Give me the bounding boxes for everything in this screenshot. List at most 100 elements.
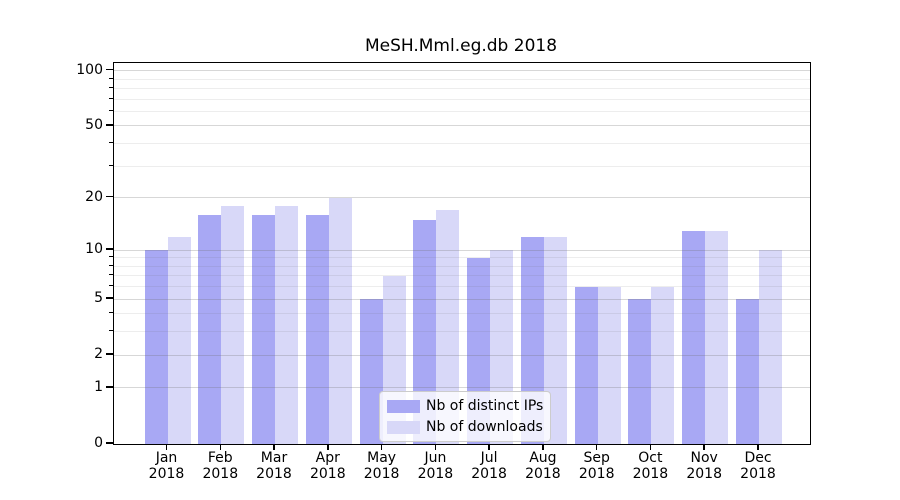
x-tick-year: 2018 [148, 466, 185, 482]
y-tick-2 [106, 353, 113, 355]
x-tick-label-feb: Feb 2018 [188, 450, 252, 482]
x-tick-label-nov: Nov 2018 [672, 450, 736, 482]
minor-gridline-90 [114, 78, 810, 80]
bar-distinct-ips-feb [198, 214, 222, 444]
x-tick-oct [649, 444, 652, 450]
legend-swatch-distinct-ips [387, 399, 420, 413]
x-tick-label-jun: Jun 2018 [403, 450, 467, 482]
x-tick-apr [327, 444, 329, 450]
minor-gridline-30 [114, 165, 810, 167]
x-tick-month: Aug [529, 450, 557, 466]
x-tick-month: Jun [424, 450, 447, 466]
bar-downloads-sep [597, 286, 621, 444]
legend: Nb of distinct IPs Nb of downloads [379, 391, 552, 442]
x-tick-label-jul: Jul 2018 [457, 450, 521, 482]
gridline-2 [114, 354, 810, 356]
x-tick-dec [757, 444, 759, 450]
gridline-1 [114, 387, 810, 389]
x-tick-year: 2018 [578, 466, 615, 482]
minor-gridline-3 [114, 331, 810, 333]
x-tick-label-may: May 2018 [350, 450, 414, 482]
minor-gridline-7 [114, 275, 810, 277]
x-tick-label-mar: Mar 2018 [242, 450, 306, 482]
bar-distinct-ips-dec [736, 299, 759, 444]
x-tick-label-aug: Aug 2018 [511, 450, 575, 482]
bar-distinct-ips-mar [252, 214, 275, 444]
bar-downloads-apr [328, 197, 352, 444]
x-tick-jun [434, 444, 437, 450]
x-tick-year: 2018 [202, 466, 239, 482]
y-tick-label-1: 1 [94, 378, 103, 395]
x-tick-nov [703, 444, 705, 450]
legend-item-downloads: Nb of downloads [387, 419, 543, 435]
y-tick-label-2: 2 [94, 346, 103, 363]
x-tick-label-sep: Sep 2018 [565, 450, 629, 482]
y-minor-tick-8 [109, 264, 113, 266]
bar-downloads-feb [221, 205, 245, 444]
y-tick-20 [106, 195, 113, 198]
bar-downloads-oct [651, 286, 675, 444]
y-minor-tick-30 [109, 164, 113, 166]
y-minor-tick-60 [109, 109, 113, 111]
y-tick-0 [106, 442, 113, 444]
y-tick-5 [106, 297, 113, 299]
minor-gridline-80 [114, 88, 810, 89]
bar-distinct-ips-jan [144, 250, 168, 444]
bar-distinct-ips-oct [628, 299, 652, 444]
bar-distinct-ips-may [359, 299, 383, 444]
gridline-20 [114, 197, 810, 199]
x-tick-month: Dec [744, 450, 772, 466]
x-tick-year: 2018 [525, 466, 561, 482]
y-tick-10 [106, 248, 113, 250]
y-minor-tick-6 [109, 285, 113, 287]
y-tick-50 [106, 124, 113, 126]
bar-distinct-ips-nov [682, 230, 706, 444]
minor-gridline-60 [114, 110, 810, 112]
y-tick-label-20: 20 [85, 188, 103, 205]
x-tick-year: 2018 [417, 466, 454, 482]
bar-downloads-nov [705, 230, 729, 444]
bar-downloads-mar [275, 205, 298, 444]
x-tick-month: Sep [583, 450, 610, 466]
gridline-100 [114, 70, 810, 72]
legend-label-distinct-ips: Nb of distinct IPs [426, 398, 544, 414]
y-minor-tick-3 [109, 330, 113, 332]
x-tick-month: Feb [207, 450, 233, 466]
gridline-10 [114, 249, 810, 251]
y-minor-tick-70 [109, 97, 113, 99]
minor-gridline-9 [114, 257, 810, 259]
x-tick-month: Jan [155, 450, 178, 466]
x-tick-month: Mar [260, 450, 288, 466]
x-tick-jul [488, 444, 490, 450]
x-tick-year: 2018 [740, 466, 776, 482]
y-minor-tick-40 [109, 142, 113, 144]
y-tick-label-100: 100 [76, 61, 103, 78]
x-tick-month: May [367, 450, 397, 466]
x-tick-year: 2018 [256, 466, 292, 482]
bar-downloads-jun [436, 210, 460, 444]
x-tick-jan [165, 444, 168, 450]
x-tick-year: 2018 [363, 466, 400, 482]
x-tick-mar [273, 444, 275, 450]
x-tick-year: 2018 [686, 466, 722, 482]
x-tick-month: Apr [315, 450, 340, 466]
x-tick-feb [219, 444, 222, 450]
x-tick-aug [542, 444, 544, 450]
y-tick-label-0: 0 [94, 435, 103, 451]
x-tick-sep [595, 444, 598, 450]
x-tick-label-dec: Dec 2018 [726, 450, 790, 482]
y-tick-100 [106, 68, 113, 71]
y-tick-label-50: 50 [85, 116, 103, 133]
minor-gridline-70 [114, 98, 810, 100]
y-minor-tick-90 [109, 77, 113, 79]
y-minor-tick-80 [109, 87, 113, 88]
plot-area [113, 62, 811, 445]
x-tick-may [380, 444, 383, 450]
x-tick-label-oct: Oct 2018 [618, 450, 682, 482]
y-minor-tick-7 [109, 274, 113, 276]
minor-gridline-8 [114, 265, 810, 267]
x-tick-year: 2018 [471, 466, 507, 482]
minor-gridline-4 [114, 313, 810, 315]
y-tick-label-5: 5 [94, 290, 103, 306]
